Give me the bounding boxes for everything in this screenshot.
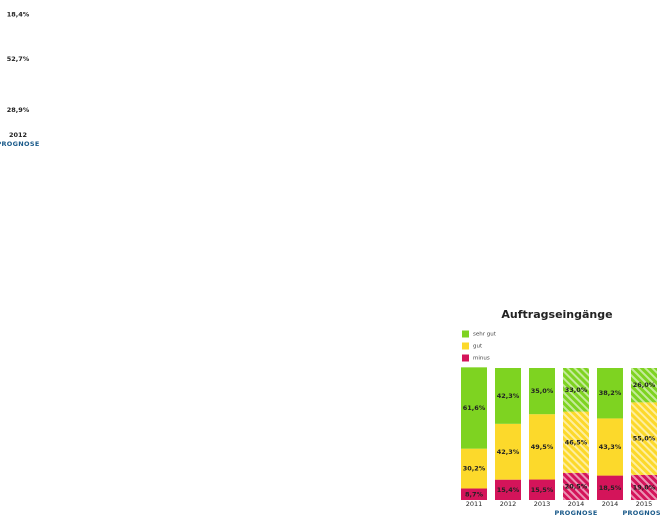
x-tick-label: 2012 <box>9 131 27 139</box>
hatch <box>631 402 657 475</box>
value-label: 52,7% <box>7 55 30 63</box>
x-tick-label: 2012 <box>500 500 517 508</box>
bar-segment <box>597 368 623 419</box>
value-label: 42,3% <box>497 392 520 400</box>
legend-label: sehr gut <box>473 332 497 338</box>
value-label: 8,7% <box>465 490 484 498</box>
value-label: 49,5% <box>531 443 554 451</box>
value-label: 18,5% <box>599 484 622 492</box>
legend-swatch <box>462 342 469 350</box>
x-tick-label: 2011 <box>466 500 483 508</box>
bar-segment <box>5 91 31 128</box>
value-label: 15,5% <box>531 486 554 494</box>
value-label: 20,5% <box>565 482 588 490</box>
bar-segment <box>529 414 555 480</box>
hatch <box>631 368 657 403</box>
value-label: 42,3% <box>497 448 520 456</box>
legend-swatch <box>462 330 469 338</box>
bar-segment <box>597 475 623 500</box>
bar-segment <box>5 3 31 26</box>
value-label: 46,5% <box>565 438 588 446</box>
value-label: 19,0% <box>633 483 656 491</box>
bar-segment <box>495 479 521 500</box>
chart-title: Auftragseingänge <box>501 308 612 321</box>
value-label: 35,0% <box>531 387 554 395</box>
value-label: 30,2% <box>463 465 486 473</box>
hatch <box>563 411 589 473</box>
bar-segment <box>461 488 487 500</box>
value-label: 43,3% <box>599 443 622 451</box>
bar-segment <box>529 368 555 415</box>
x-tick-label: 2015 <box>636 500 653 508</box>
legend-label: gut <box>473 344 483 350</box>
hatch <box>631 474 657 500</box>
bar-segment <box>461 367 487 449</box>
x-tick-label: 2014 <box>568 500 585 508</box>
bar-segment <box>461 448 487 489</box>
bar-segment <box>597 418 623 476</box>
x-sublabel: PROGNOSE <box>622 509 660 517</box>
x-sublabel: PROGNOSE <box>554 509 597 517</box>
value-label: 61,6% <box>463 404 486 412</box>
legend-label: minus <box>473 356 490 362</box>
value-label: 18,4% <box>7 11 30 19</box>
x-tick-label: 2013 <box>534 500 551 508</box>
legend-swatch <box>462 354 469 362</box>
hatch <box>563 368 589 412</box>
value-label: 26,0% <box>633 381 656 389</box>
bar-segment <box>495 423 521 480</box>
value-label: 15,4% <box>497 486 520 494</box>
x-tick-label: 2014 <box>602 500 619 508</box>
x-sublabel: PROGNOSE <box>0 140 40 148</box>
hatch <box>563 472 589 500</box>
bar-segment <box>529 479 555 500</box>
value-label: 38,2% <box>599 389 622 397</box>
bar-segment <box>5 26 31 92</box>
bar-segment <box>495 368 521 424</box>
value-label: 33,0% <box>565 386 588 394</box>
value-label: 55,0% <box>633 435 656 443</box>
value-label: 28,9% <box>7 106 30 114</box>
